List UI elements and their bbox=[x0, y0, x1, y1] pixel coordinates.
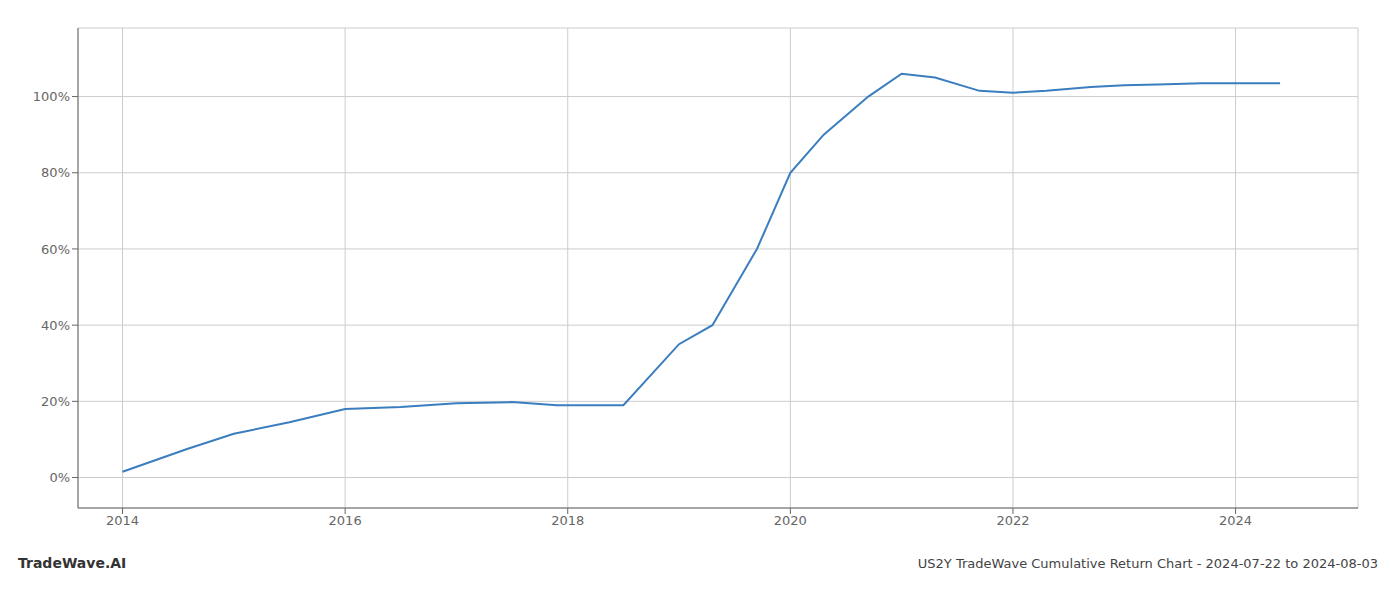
svg-text:40%: 40% bbox=[41, 318, 70, 333]
svg-text:2018: 2018 bbox=[551, 513, 584, 528]
svg-text:100%: 100% bbox=[33, 89, 70, 104]
svg-text:2020: 2020 bbox=[774, 513, 807, 528]
svg-text:2014: 2014 bbox=[106, 513, 139, 528]
svg-text:2016: 2016 bbox=[329, 513, 362, 528]
svg-text:80%: 80% bbox=[41, 165, 70, 180]
svg-text:2024: 2024 bbox=[1219, 513, 1252, 528]
svg-text:2022: 2022 bbox=[996, 513, 1029, 528]
svg-text:60%: 60% bbox=[41, 242, 70, 257]
html-text:US2Y TradeWave Cumulative Retu: US2Y TradeWave Cumulative Return Chart -… bbox=[917, 555, 1378, 571]
html-text:TradeWave.AI: TradeWave.AI bbox=[18, 555, 127, 571]
svg-text:0%: 0% bbox=[49, 470, 70, 485]
svg-text:20%: 20% bbox=[41, 394, 70, 409]
